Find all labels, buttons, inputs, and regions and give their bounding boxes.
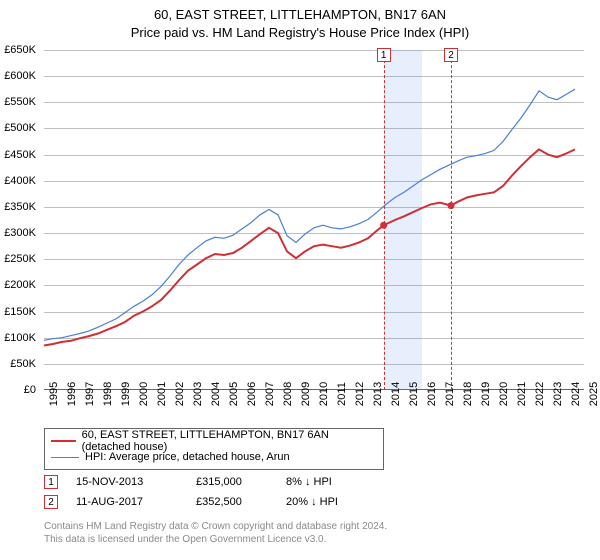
ytick-label: £250K bbox=[0, 253, 36, 265]
xtick-label: 2000 bbox=[138, 382, 150, 406]
sale-date-0: 15-NOV-2013 bbox=[76, 476, 196, 488]
xtick-label: 2001 bbox=[156, 382, 168, 406]
xtick-label: 2017 bbox=[444, 382, 456, 406]
xtick-label: 2002 bbox=[174, 382, 186, 406]
xtick-label: 2009 bbox=[300, 382, 312, 406]
sale-marker-1: 2 bbox=[44, 495, 58, 509]
xtick-label: 2005 bbox=[228, 382, 240, 406]
xtick-label: 2006 bbox=[246, 382, 258, 406]
chart-area: 12 £0£50K£100K£150K£200K£250K£300K£350K£… bbox=[44, 50, 584, 402]
sale-delta-1: 20% ↓ HPI bbox=[286, 496, 396, 508]
xtick-label: 2018 bbox=[462, 382, 474, 406]
sale-price-1: £352,500 bbox=[196, 496, 286, 508]
xtick-label: 2023 bbox=[552, 382, 564, 406]
ytick-label: £600K bbox=[0, 70, 36, 82]
legend-label-0: 60, EAST STREET, LITTLEHAMPTON, BN17 6AN… bbox=[82, 429, 377, 453]
plot-area: 12 bbox=[44, 50, 584, 390]
series-property bbox=[44, 149, 575, 345]
ytick-label: £500K bbox=[0, 122, 36, 134]
footer: Contains HM Land Registry data © Crown c… bbox=[44, 520, 584, 546]
title-line-1: 60, EAST STREET, LITTLEHAMPTON, BN17 6AN bbox=[0, 6, 600, 24]
ytick-label: £50K bbox=[0, 358, 36, 370]
ytick-label: £300K bbox=[0, 227, 36, 239]
xtick-label: 2014 bbox=[390, 382, 402, 406]
chart-container: 60, EAST STREET, LITTLEHAMPTON, BN17 6AN… bbox=[0, 0, 600, 560]
title-block: 60, EAST STREET, LITTLEHAMPTON, BN17 6AN… bbox=[0, 0, 600, 42]
xtick-label: 2020 bbox=[498, 382, 510, 406]
xtick-label: 1999 bbox=[120, 382, 132, 406]
legend-swatch-1 bbox=[51, 457, 79, 458]
legend-label-1: HPI: Average price, detached house, Arun bbox=[85, 451, 290, 463]
legend-swatch-0 bbox=[51, 440, 76, 442]
xtick-label: 1998 bbox=[102, 382, 114, 406]
sale-point bbox=[380, 222, 387, 229]
xtick-label: 1997 bbox=[84, 382, 96, 406]
ytick-label: £100K bbox=[0, 332, 36, 344]
series-hpi bbox=[44, 89, 575, 340]
ytick-label: £150K bbox=[0, 306, 36, 318]
xtick-label: 2003 bbox=[192, 382, 204, 406]
title-line-2: Price paid vs. HM Land Registry's House … bbox=[0, 24, 600, 42]
line-series bbox=[44, 50, 584, 390]
sale-marker-box: 1 bbox=[377, 48, 391, 62]
xtick-label: 2015 bbox=[408, 382, 420, 406]
footer-line-1: Contains HM Land Registry data © Crown c… bbox=[44, 521, 387, 532]
xtick-label: 2012 bbox=[354, 382, 366, 406]
ytick-label: £200K bbox=[0, 279, 36, 291]
sale-marker-box: 2 bbox=[444, 48, 458, 62]
footer-line-2: This data is licensed under the Open Gov… bbox=[44, 534, 326, 545]
sales-table: 1 15-NOV-2013 £315,000 8% ↓ HPI 2 11-AUG… bbox=[44, 472, 396, 512]
xtick-label: 2007 bbox=[264, 382, 276, 406]
ytick-label: £350K bbox=[0, 201, 36, 213]
legend-row-0: 60, EAST STREET, LITTLEHAMPTON, BN17 6AN… bbox=[51, 433, 377, 449]
sale-date-1: 11-AUG-2017 bbox=[76, 496, 196, 508]
xtick-label: 2024 bbox=[570, 382, 582, 406]
sales-row-1: 2 11-AUG-2017 £352,500 20% ↓ HPI bbox=[44, 492, 396, 512]
xtick-label: 2025 bbox=[588, 382, 600, 406]
sale-delta-0: 8% ↓ HPI bbox=[286, 476, 396, 488]
xtick-label: 2013 bbox=[372, 382, 384, 406]
xtick-label: 2008 bbox=[282, 382, 294, 406]
xtick-label: 2021 bbox=[516, 382, 528, 406]
sale-marker-0: 1 bbox=[44, 475, 58, 489]
sale-price-0: £315,000 bbox=[196, 476, 286, 488]
sale-point bbox=[447, 202, 454, 209]
legend: 60, EAST STREET, LITTLEHAMPTON, BN17 6AN… bbox=[44, 428, 384, 470]
xtick-label: 2011 bbox=[336, 382, 348, 406]
xtick-label: 2004 bbox=[210, 382, 222, 406]
ytick-label: £650K bbox=[0, 44, 36, 56]
sales-row-0: 1 15-NOV-2013 £315,000 8% ↓ HPI bbox=[44, 472, 396, 492]
xtick-label: 2010 bbox=[318, 382, 330, 406]
xtick-label: 1996 bbox=[66, 382, 78, 406]
ytick-label: £400K bbox=[0, 175, 36, 187]
ytick-label: £550K bbox=[0, 96, 36, 108]
xtick-label: 2019 bbox=[480, 382, 492, 406]
xtick-label: 2022 bbox=[534, 382, 546, 406]
ytick-label: £0 bbox=[0, 384, 36, 396]
xtick-label: 2016 bbox=[426, 382, 438, 406]
xtick-label: 1995 bbox=[48, 382, 60, 406]
ytick-label: £450K bbox=[0, 149, 36, 161]
